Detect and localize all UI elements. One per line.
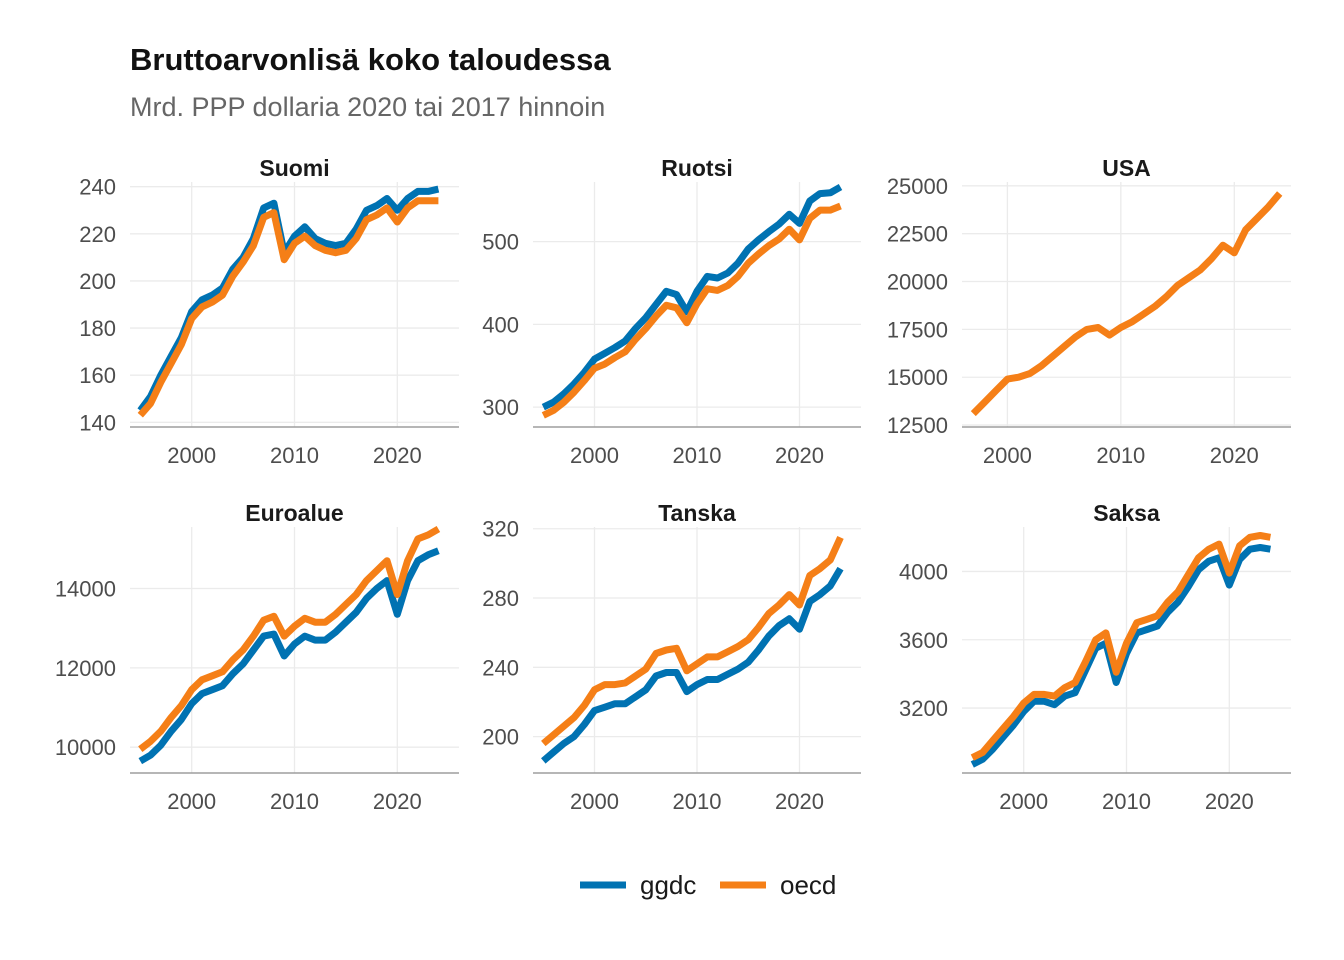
- suomi-y-tick-label: 240: [79, 175, 116, 200]
- usa-y-tick-label: 17500: [887, 317, 948, 342]
- saksa-oecd-series-line: [970, 532, 1272, 761]
- euroalue-y-tick-label: 14000: [55, 577, 116, 602]
- suomi-x-tick-label: 2010: [270, 443, 319, 468]
- saksa-y-tick-label: 3200: [899, 696, 948, 721]
- legend-oecd-label: oecd: [780, 870, 836, 900]
- ruotsi-x-tick-label: 2000: [570, 443, 619, 468]
- suomi-x-tick-label: 2000: [167, 443, 216, 468]
- tanska-x-tick-label: 2020: [775, 789, 824, 814]
- tanska-panel-title: Tanska: [658, 500, 736, 526]
- euroalue-x-tick-label: 2020: [373, 789, 422, 814]
- ruotsi-oecd-series-line: [541, 202, 842, 419]
- suomi-y-tick-label: 180: [79, 316, 116, 341]
- usa-oecd-series-line: [970, 191, 1283, 417]
- ruotsi-y-tick-label: 500: [482, 230, 519, 255]
- usa-panel-title: USA: [1102, 155, 1151, 181]
- tanska-y-tick-label: 280: [482, 586, 519, 611]
- tanska-oecd-series-line: [541, 535, 844, 747]
- usa-y-tick-label: 22500: [887, 222, 948, 247]
- usa-x-tick-label: 2020: [1210, 443, 1259, 468]
- saksa-x-tick-label: 2000: [999, 789, 1048, 814]
- suomi-panel-title: Suomi: [259, 155, 329, 181]
- saksa-y-tick-label: 4000: [899, 559, 948, 584]
- saksa-panel-title: Saksa: [1093, 500, 1160, 526]
- euroalue-x-tick-label: 2000: [167, 789, 216, 814]
- ruotsi-panel-title: Ruotsi: [661, 155, 733, 181]
- usa-y-tick-label: 15000: [887, 365, 948, 390]
- tanska-y-tick-label: 320: [482, 517, 519, 542]
- ruotsi-ggdc-series-line: [541, 183, 843, 411]
- suomi-y-tick-label: 160: [79, 363, 116, 388]
- suomi-y-tick-label: 200: [79, 269, 116, 294]
- saksa-x-tick-label: 2010: [1102, 789, 1151, 814]
- legend-ggdc-label: ggdc: [640, 870, 696, 900]
- suomi-y-tick-label: 220: [79, 222, 116, 247]
- euroalue-ggdc-series-line: [138, 547, 440, 765]
- euroalue-x-tick-label: 2010: [270, 789, 319, 814]
- tanska-x-tick-label: 2000: [570, 789, 619, 814]
- ruotsi-y-tick-label: 300: [482, 395, 519, 420]
- ruotsi-y-tick-label: 400: [482, 312, 519, 337]
- tanska-y-tick-label: 200: [482, 725, 519, 750]
- suomi-x-tick-label: 2020: [373, 443, 422, 468]
- euroalue-y-tick-label: 12000: [55, 656, 116, 681]
- usa-y-tick-label: 12500: [887, 413, 948, 438]
- suomi-y-tick-label: 140: [79, 410, 116, 435]
- usa-y-tick-label: 20000: [887, 270, 948, 295]
- chart-title: Bruttoarvonlisä koko taloudessa: [130, 42, 611, 77]
- ruotsi-x-tick-label: 2020: [775, 443, 824, 468]
- tanska-x-tick-label: 2010: [673, 789, 722, 814]
- suomi-oecd-series-line: [137, 197, 439, 418]
- euroalue-oecd-series-line: [138, 525, 441, 752]
- saksa-y-tick-label: 3600: [899, 628, 948, 653]
- usa-x-tick-label: 2010: [1096, 443, 1145, 468]
- euroalue-panel-title: Euroalue: [245, 500, 343, 526]
- tanska-ggdc-series-line: [541, 566, 844, 764]
- euroalue-y-tick-label: 10000: [55, 735, 116, 760]
- usa-y-tick-label: 25000: [887, 174, 948, 199]
- usa-x-tick-label: 2000: [983, 443, 1032, 468]
- tanska-y-tick-label: 240: [482, 655, 519, 680]
- chart-subtitle: Mrd. PPP dollaria 2020 tai 2017 hinnoin: [130, 92, 606, 122]
- ruotsi-x-tick-label: 2010: [673, 443, 722, 468]
- saksa-x-tick-label: 2020: [1205, 789, 1254, 814]
